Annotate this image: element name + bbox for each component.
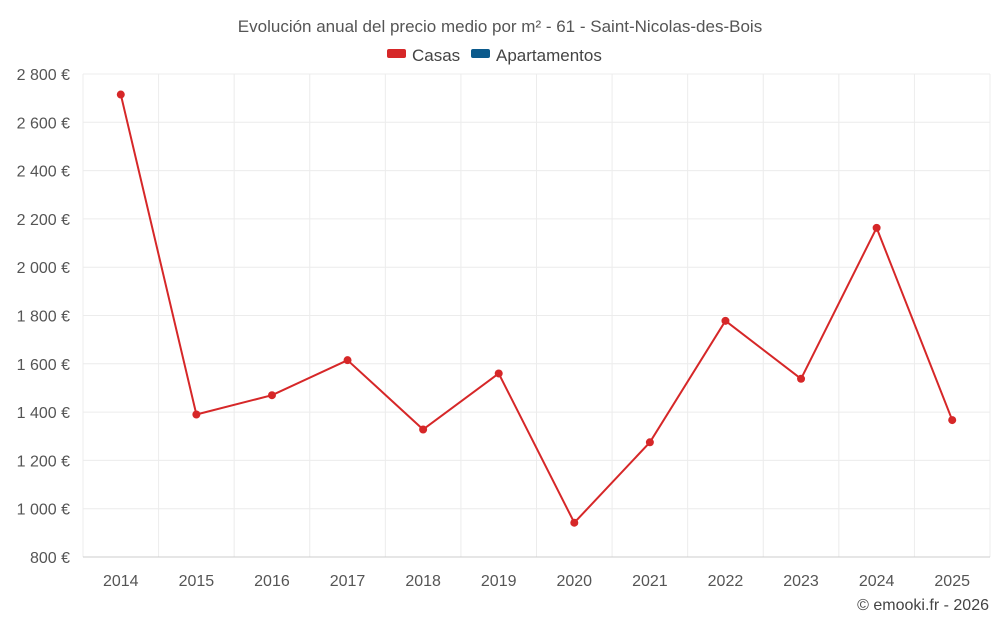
legend-label-casas: Casas	[412, 46, 460, 65]
x-tick-label: 2017	[330, 573, 366, 590]
legend-item-apartamentos[interactable]: Apartamentos	[471, 46, 602, 65]
legend-item-casas[interactable]: Casas	[387, 46, 460, 65]
x-tick-label: 2016	[254, 573, 290, 590]
legend: Casas Apartamentos	[387, 46, 602, 65]
y-tick-label: 2 400 €	[17, 164, 70, 181]
x-tick-label: 2024	[859, 573, 895, 590]
credit-text: © emooki.fr - 2026	[857, 597, 989, 614]
data-point-casas-2019[interactable]	[494, 369, 503, 378]
legend-swatch-apartamentos	[471, 49, 490, 58]
series-line-casas	[119, 94, 954, 524]
data-point-casas-2020[interactable]	[570, 518, 579, 527]
data-point-casas-2025[interactable]	[948, 416, 957, 425]
legend-label-apartamentos: Apartamentos	[496, 46, 602, 65]
x-tick-label: 2018	[405, 573, 441, 590]
data-point-casas-2018[interactable]	[419, 425, 428, 434]
x-tick-label: 2022	[708, 573, 744, 590]
x-tick-label: 2020	[556, 573, 592, 590]
y-tick-label: 800 €	[30, 550, 70, 567]
y-tick-label: 1 400 €	[17, 405, 70, 422]
y-tick-label: 2 000 €	[17, 260, 70, 277]
data-point-casas-2021[interactable]	[645, 438, 654, 447]
grid	[82, 73, 991, 557]
data-point-casas-2014[interactable]	[116, 90, 125, 99]
data-point-casas-2016[interactable]	[267, 391, 276, 400]
data-point-casas-2022[interactable]	[721, 316, 730, 325]
x-axis-ticks: 2014 2015 2016 2017 2018 2019 2020 2021 2022 2023…	[103, 573, 970, 590]
x-tick-label: 2015	[179, 573, 215, 590]
y-axis-ticks: 800 € 1 000 € 1 200 € 1 400 € 1 600 € 1 800 €…	[17, 67, 70, 567]
y-tick-label: 2 200 €	[17, 212, 70, 229]
x-tick-label: 2025	[934, 573, 970, 590]
y-tick-label: 1 600 €	[17, 357, 70, 374]
x-tick-label: 2023	[783, 573, 819, 590]
data-point-casas-2023[interactable]	[797, 374, 806, 383]
legend-swatch-casas	[387, 49, 406, 58]
y-tick-label: 1 800 €	[17, 309, 70, 326]
x-tick-label: 2021	[632, 573, 668, 590]
data-point-casas-2015[interactable]	[192, 410, 201, 419]
data-point-casas-2024[interactable]	[872, 223, 881, 232]
chart-title: Evolución anual del precio medio por m² …	[238, 17, 762, 36]
y-tick-label: 2 600 €	[17, 115, 70, 132]
series-casas	[116, 90, 957, 527]
y-tick-label: 1 000 €	[17, 502, 70, 519]
x-tick-label: 2019	[481, 573, 517, 590]
y-tick-label: 2 800 €	[17, 67, 70, 84]
x-tick-label: 2014	[103, 573, 139, 590]
data-point-casas-2017[interactable]	[343, 356, 352, 365]
y-tick-label: 1 200 €	[17, 453, 70, 470]
